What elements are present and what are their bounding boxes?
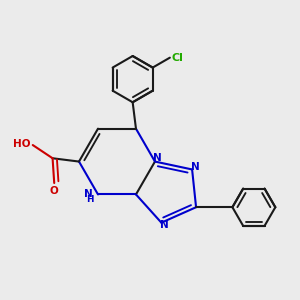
Text: N: N bbox=[84, 189, 93, 200]
Text: Cl: Cl bbox=[172, 53, 183, 63]
Text: N: N bbox=[191, 162, 200, 172]
Text: N: N bbox=[153, 153, 162, 163]
Text: N: N bbox=[160, 220, 169, 230]
Text: H: H bbox=[86, 195, 94, 204]
Text: O: O bbox=[49, 186, 58, 196]
Text: HO: HO bbox=[13, 140, 30, 149]
